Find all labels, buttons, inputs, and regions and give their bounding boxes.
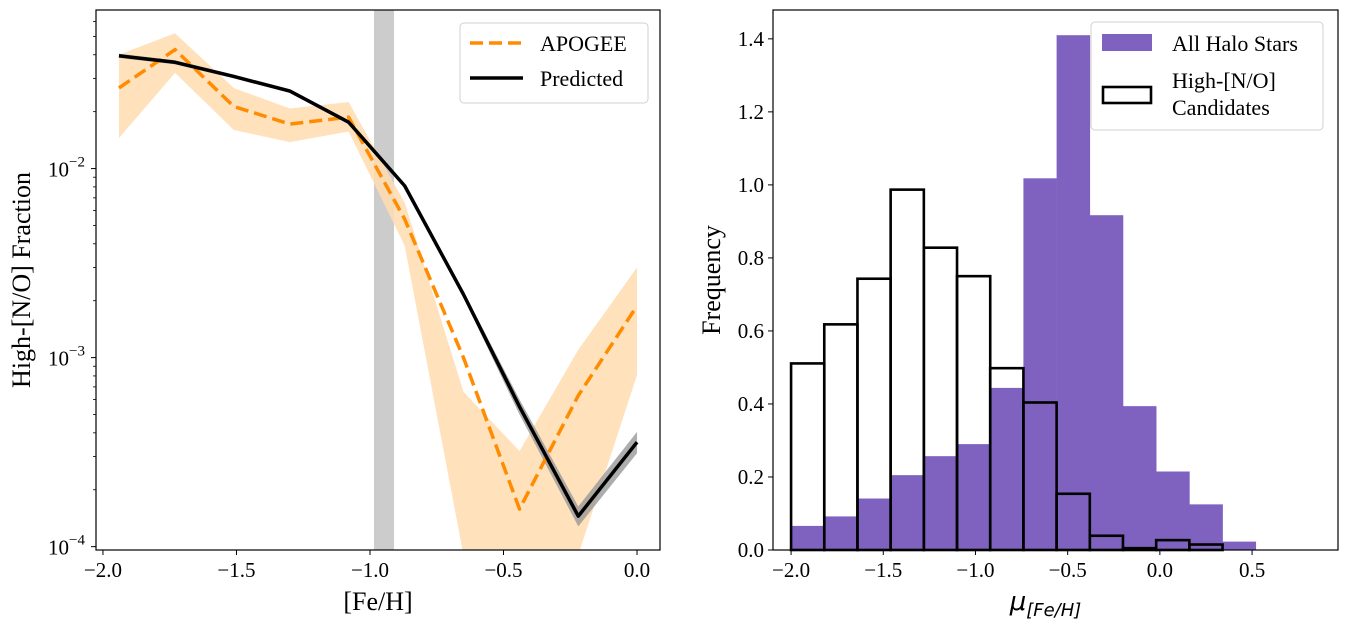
bar-all-halo-stars	[824, 516, 858, 550]
line-apogee	[117, 47, 639, 511]
y-tick-label: 0.8	[738, 246, 764, 270]
legend-label-high-no-line1: High-[N/O]	[1172, 68, 1276, 93]
x-tick-label: −0.5	[1049, 558, 1087, 582]
legend-swatch-high-no-candidates	[1101, 85, 1153, 105]
legend-label-high-no-line2: Candidates	[1172, 95, 1270, 120]
legend-label-apogee: APOGEE	[540, 31, 627, 56]
y-tick-label: 0.6	[738, 319, 764, 343]
bar-high-no-candidates	[789, 362, 826, 552]
x-axis-label-subscript: [Fe/H]	[1026, 600, 1081, 621]
y-tick-label: 1.2	[738, 100, 764, 124]
bar-all-halo-stars	[890, 475, 925, 550]
y-tick-exponent: −4	[69, 533, 85, 549]
legend-swatch-all-halo-stars	[1102, 34, 1152, 51]
y-tick-label: 1.0	[738, 173, 764, 197]
legend-label-all-halo-stars: All Halo Stars	[1172, 31, 1298, 56]
bar-all-halo-stars	[923, 456, 958, 550]
x-tick-label: 0.0	[1147, 558, 1173, 582]
legend: APOGEE Predicted	[459, 22, 649, 104]
bar-all-halo-stars	[1122, 406, 1157, 550]
y-axis-label: High-[N/O] Fraction	[7, 172, 36, 388]
y-tick-label: 10−2	[48, 155, 85, 182]
y-tick-label: 0.2	[738, 465, 764, 489]
x-tick-label: −1.0	[956, 558, 994, 582]
line-predicted	[118, 54, 639, 518]
y-tick-base: 10	[48, 158, 69, 182]
axes-frame	[95, 9, 661, 551]
axes-frame	[772, 9, 1339, 551]
y-tick-exponent: −2	[69, 155, 85, 171]
legend: All Halo Stars High-[N/O]Candidates	[1090, 21, 1324, 131]
bar-all-halo-stars	[857, 498, 891, 550]
x-tick-label: −1.0	[351, 558, 389, 582]
legend-box	[459, 22, 649, 104]
y-tick-label: 10−4	[48, 533, 85, 560]
vertical-band	[373, 10, 395, 550]
bar-all-halo-stars	[791, 525, 825, 550]
x-tick-label: −0.5	[484, 558, 522, 582]
x-tick-label: −2.0	[772, 558, 810, 582]
x-axis-label: [Fe/H]	[343, 587, 412, 616]
bar-all-halo-stars	[957, 444, 991, 550]
bar-high-no-candidates	[822, 323, 859, 552]
y-axis-label: Frequency	[697, 225, 726, 335]
right-chart-histogram: −2.0 −1.5 −1.0 −0.5 0.0 0.5 0.0 0.2 0.4 0.6 0.8 1.0…	[697, 9, 1339, 621]
x-axis-label-symbol: μ	[1009, 587, 1027, 617]
y-tick-label: 1.4	[738, 27, 765, 51]
y-tick-label: 0.4	[738, 392, 765, 416]
y-tick-base: 10	[48, 536, 69, 560]
plot-area	[117, 10, 639, 550]
bar-all-halo-stars	[1189, 504, 1223, 550]
legend-label-predicted: Predicted	[540, 66, 623, 91]
x-tick-label: −2.0	[84, 558, 122, 582]
left-chart-fraction-vs-feh: −2.0 −1.5 −1.0 −0.5 0.010−210−310−4[Fe/H]Hig…	[7, 9, 661, 616]
x-tick-label: 0.0	[624, 558, 650, 582]
x-tick-label: −1.5	[864, 558, 902, 582]
x-axis-label: μ[Fe/H]	[1009, 587, 1082, 621]
bar-all-halo-stars	[1222, 541, 1257, 550]
y-tick-label: 0.0	[738, 538, 764, 562]
y-tick-label: 10−3	[48, 344, 85, 371]
y-tick-exponent: −3	[69, 344, 85, 360]
bar-all-halo-stars	[1156, 471, 1190, 550]
bar-all-halo-stars	[990, 387, 1024, 550]
x-tick-label: −1.5	[217, 558, 255, 582]
x-tick-label: 0.5	[1239, 558, 1265, 582]
bar-all-halo-stars	[1023, 178, 1057, 550]
bar-all-halo-stars	[1089, 215, 1124, 551]
bar-all-halo-stars	[1056, 35, 1091, 551]
y-tick-base: 10	[48, 347, 69, 371]
